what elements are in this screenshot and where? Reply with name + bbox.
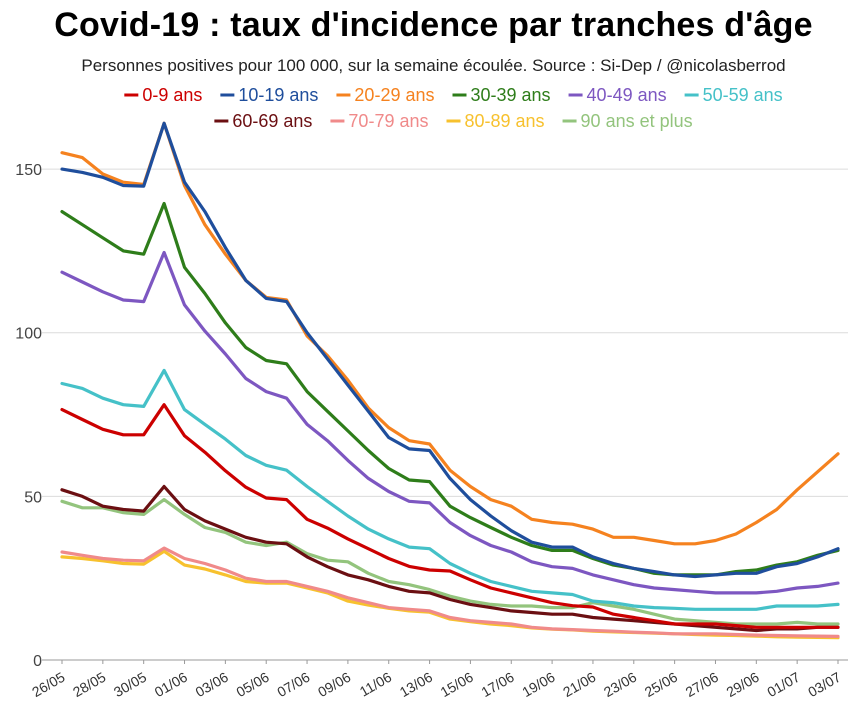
series-line-90-ans-et-plus bbox=[60, 498, 840, 626]
x-tick-label: 27/06 bbox=[683, 669, 722, 700]
x-tick-label: 07/06 bbox=[274, 669, 313, 700]
x-tick-label: 03/07 bbox=[805, 669, 844, 700]
x-tick-label: 09/06 bbox=[315, 669, 354, 700]
gridlines bbox=[42, 168, 848, 497]
legend-label: 60-69 ans bbox=[232, 111, 312, 131]
x-tick-label: 11/06 bbox=[357, 669, 395, 700]
x-tick-label: 15/06 bbox=[438, 669, 477, 700]
x-tick-label: 01/07 bbox=[764, 669, 803, 700]
legend: 0-9 ans 10-19 ans 20-29 ans 30-39 ans 40-49 … bbox=[124, 85, 783, 131]
series-line-60-69-ans bbox=[60, 484, 840, 633]
x-tick-label: 26/05 bbox=[29, 669, 68, 700]
y-axis-tick-labels: 0 50 100 150 bbox=[15, 162, 42, 670]
y-tick-label: 0 bbox=[33, 653, 42, 670]
series-line-10-19-ans bbox=[60, 121, 840, 579]
chart-subtitle: Personnes positives pour 100 000, sur la… bbox=[81, 56, 786, 75]
legend-label: 70-79 ans bbox=[348, 111, 428, 131]
chart-title: Covid-19 : taux d'incidence par tranches… bbox=[54, 6, 813, 44]
series-line-0-9-ans bbox=[60, 403, 840, 629]
legend-label: 20-29 ans bbox=[354, 85, 434, 105]
x-tick-label: 01/06 bbox=[152, 669, 191, 700]
y-tick-label: 50 bbox=[24, 489, 42, 506]
x-tick-label: 03/06 bbox=[193, 669, 232, 700]
x-tick-label: 21/06 bbox=[560, 669, 599, 700]
x-axis-tick-labels: 26/05 28/05 30/05 01/06 03/06 05/06 07/06 09/06… bbox=[29, 660, 844, 700]
x-tick-label: 17/06 bbox=[478, 669, 517, 700]
series-line-20-29-ans bbox=[60, 121, 840, 546]
x-tick-label: 23/06 bbox=[601, 669, 640, 700]
x-tick-label: 19/06 bbox=[519, 669, 558, 700]
series-line-30-39-ans bbox=[60, 201, 840, 577]
legend-label: 50-59 ans bbox=[703, 85, 783, 105]
x-tick-label: 13/06 bbox=[397, 669, 436, 700]
legend-label: 10-19 ans bbox=[238, 85, 318, 105]
y-tick-label: 100 bbox=[15, 326, 42, 343]
series-line-50-59-ans bbox=[60, 368, 840, 611]
x-tick-label: 29/06 bbox=[723, 669, 762, 700]
legend-label: 90 ans et plus bbox=[581, 111, 693, 131]
legend-label: 0-9 ans bbox=[142, 85, 202, 105]
legend-label: 80-89 ans bbox=[464, 111, 544, 131]
series-line-70-79-ans bbox=[60, 546, 840, 639]
y-tick-label: 150 bbox=[15, 162, 42, 179]
x-tick-label: 28/05 bbox=[70, 669, 109, 700]
series-lines bbox=[60, 121, 840, 640]
x-tick-label: 25/06 bbox=[642, 669, 681, 700]
x-tick-label: 05/06 bbox=[233, 669, 272, 700]
legend-label: 30-39 ans bbox=[470, 85, 550, 105]
legend-label: 40-49 ans bbox=[587, 85, 667, 105]
series-line-40-49-ans bbox=[60, 250, 840, 595]
x-tick-label: 30/05 bbox=[111, 669, 150, 700]
